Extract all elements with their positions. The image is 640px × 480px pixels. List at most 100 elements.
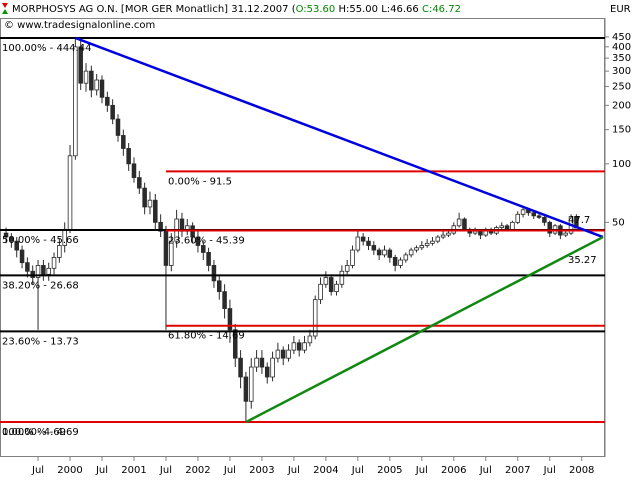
candle-body bbox=[94, 79, 99, 91]
candle-body bbox=[3, 232, 9, 238]
candle-body bbox=[110, 104, 115, 120]
y-tick-label: 400 bbox=[612, 42, 631, 53]
candle-body bbox=[35, 265, 41, 278]
candle-body bbox=[142, 187, 147, 208]
candle-body bbox=[238, 357, 243, 378]
candle-body bbox=[57, 245, 62, 258]
level-label: 100.00% - 4.69 bbox=[2, 427, 79, 438]
candle-body bbox=[280, 349, 286, 359]
y-tick-label: 100 bbox=[612, 159, 631, 170]
candle-body bbox=[153, 199, 158, 223]
trendline-label: 35.27 bbox=[568, 255, 597, 266]
candle-body bbox=[350, 249, 355, 266]
x-tick-label: 2004 bbox=[313, 465, 338, 476]
icon-up bbox=[2, 9, 8, 14]
candle-body bbox=[211, 265, 217, 282]
x-tick-label: 2002 bbox=[185, 465, 210, 476]
candle-body bbox=[478, 230, 483, 236]
candle-body bbox=[227, 308, 233, 331]
candle-body bbox=[270, 357, 275, 378]
candle-body bbox=[115, 118, 121, 136]
candle-body bbox=[302, 342, 307, 351]
y-tick-label: 300 bbox=[612, 66, 631, 77]
chart-title: MORPHOSYS AG O.N. [MOR GER Monatlich] 31… bbox=[12, 4, 296, 15]
candle-body bbox=[286, 349, 291, 359]
candle-body bbox=[392, 257, 398, 266]
candle-body bbox=[126, 148, 131, 165]
x-tick-label: 2003 bbox=[249, 465, 274, 476]
candle-body bbox=[472, 230, 478, 234]
candle-body bbox=[147, 199, 153, 208]
y-tick-label: 350 bbox=[612, 53, 631, 64]
y-tick-label: 250 bbox=[612, 82, 631, 93]
x-tick-label: Jul bbox=[351, 465, 364, 476]
candle-body bbox=[424, 242, 430, 246]
candle-body bbox=[51, 257, 57, 269]
candle-body bbox=[275, 349, 281, 359]
level-label: 23.60% - 45.39 bbox=[168, 235, 245, 246]
candle-body bbox=[89, 70, 94, 91]
level-label: 0.00% - 4.69 bbox=[2, 427, 66, 438]
candle-body bbox=[169, 240, 174, 266]
candle-body bbox=[515, 213, 521, 223]
candle-body bbox=[222, 291, 227, 309]
x-tick-label: Jul bbox=[95, 465, 108, 476]
candle-body bbox=[536, 215, 542, 218]
candle-body bbox=[382, 249, 387, 256]
currency-label: EUR bbox=[610, 4, 631, 15]
candle-body bbox=[328, 277, 334, 293]
x-tick-label: Jul bbox=[287, 465, 300, 476]
candle-body bbox=[462, 218, 467, 230]
level-label: 100.00% - 444.44 bbox=[2, 43, 91, 54]
candle-body bbox=[398, 259, 403, 266]
x-tick-label: Jul bbox=[159, 465, 172, 476]
candle-body bbox=[446, 232, 451, 236]
x-tick-label: 2001 bbox=[121, 465, 146, 476]
candle-body bbox=[216, 280, 222, 293]
candle-body bbox=[440, 234, 446, 238]
x-tick-label: Jul bbox=[31, 465, 44, 476]
trendline bbox=[74, 36, 604, 239]
candle-body bbox=[73, 46, 78, 157]
candle-body bbox=[520, 209, 526, 215]
candle-body bbox=[430, 240, 435, 244]
candle-body bbox=[46, 267, 51, 275]
x-tick-label: Jul bbox=[415, 465, 428, 476]
candle-body bbox=[414, 247, 419, 251]
candle-body bbox=[78, 46, 83, 84]
candle-body bbox=[542, 217, 547, 223]
candle-body bbox=[456, 218, 462, 227]
candle-body bbox=[504, 225, 510, 230]
candle-body bbox=[376, 249, 382, 256]
candle-body bbox=[158, 221, 163, 232]
level-label: 38.20% - 26.68 bbox=[2, 280, 79, 291]
candle-body bbox=[195, 236, 201, 246]
y-tick-label: 450 bbox=[612, 32, 631, 43]
candle-body bbox=[264, 366, 270, 378]
candle-body bbox=[371, 245, 377, 251]
x-tick-label: Jul bbox=[223, 465, 236, 476]
x-tick-label: 2007 bbox=[505, 465, 530, 476]
candle-body bbox=[19, 249, 25, 264]
candle-body bbox=[9, 236, 14, 242]
level-label: 61.80% - 14.69 bbox=[168, 331, 245, 342]
trendline bbox=[245, 235, 604, 424]
candle-body bbox=[419, 245, 425, 249]
chart-header: MORPHOSYS AG O.N. [MOR GER Monatlich] 31… bbox=[12, 4, 461, 15]
candle-body bbox=[105, 96, 110, 106]
candle-body bbox=[510, 221, 515, 230]
ohlc-open: O:53.60 bbox=[296, 4, 336, 15]
candle-body bbox=[334, 283, 339, 293]
ohlc-high: H:55.00 bbox=[338, 4, 378, 15]
candle-body bbox=[206, 252, 211, 266]
candle-body bbox=[131, 163, 137, 178]
candle-body bbox=[344, 265, 350, 272]
candle-body bbox=[83, 70, 89, 84]
x-tick-label: Jul bbox=[479, 465, 492, 476]
candle-body bbox=[531, 212, 537, 217]
candle-body bbox=[99, 79, 105, 98]
candle-body bbox=[499, 225, 505, 228]
candle-body bbox=[312, 299, 318, 337]
